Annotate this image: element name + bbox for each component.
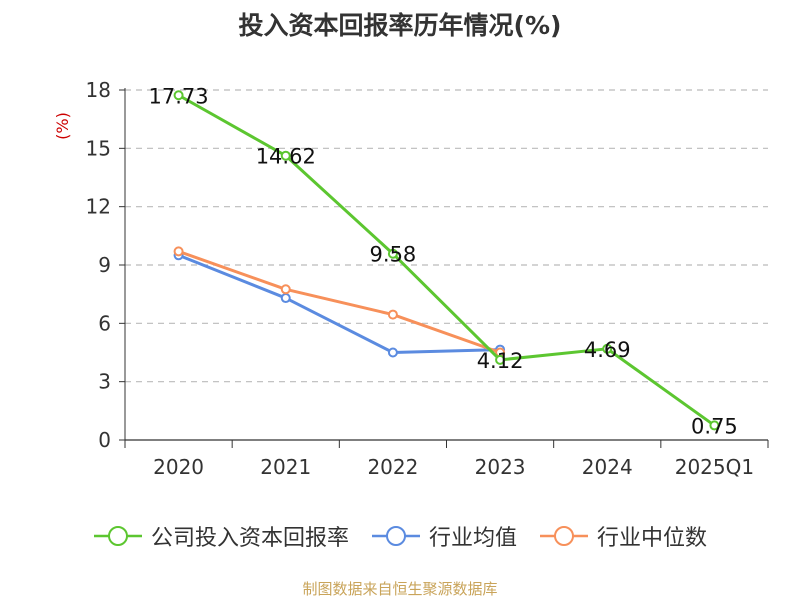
x-tick-label: 2024 <box>582 455 633 479</box>
data-label: 14.62 <box>256 145 316 169</box>
legend-swatch-marker <box>554 526 574 546</box>
y-tick-label: 9 <box>98 253 111 277</box>
legend-item: 公司投入资本回报率 <box>93 520 349 552</box>
legend-swatch-marker <box>107 526 128 546</box>
y-axis-label: (%) <box>53 112 72 140</box>
legend-label: 公司投入资本回报率 <box>150 526 349 551</box>
data-label: 4.69 <box>584 338 631 362</box>
series-line <box>178 249 501 354</box>
series-line <box>178 253 501 354</box>
legend-swatch <box>540 526 588 546</box>
x-tick-label: 2021 <box>260 455 311 479</box>
y-tick-label: 6 <box>98 311 111 335</box>
data-point <box>173 246 184 257</box>
data-labels: 17.73 14.62 9.58 4.12 4.69 0.75 <box>149 84 738 438</box>
y-tick-label: 0 <box>98 428 111 452</box>
data-point <box>387 309 398 320</box>
data-label: 0.75 <box>691 414 738 438</box>
data-point <box>387 248 398 259</box>
legend: 公司投入资本回报率 行业均值 行业中位数 <box>0 520 800 552</box>
x-tick-label: 2023 <box>475 455 526 479</box>
legend-swatch <box>371 526 420 546</box>
legend-label: 行业均值 <box>428 526 517 551</box>
legend-swatch <box>93 526 142 546</box>
legend-swatch-marker <box>385 526 406 546</box>
series-line <box>177 93 716 427</box>
data-label: 9.58 <box>370 243 417 267</box>
data-point <box>387 347 398 358</box>
axes: 0 3 6 9 12 15 18 (%) 2020 2021 2022 2023 2024 2025Q1 <box>53 78 769 479</box>
grid-lines <box>125 89 768 383</box>
legend-item: 行业中位数 <box>539 520 707 552</box>
chart-title: 投入资本回报率历年情况(%) <box>238 11 562 40</box>
data-point <box>602 343 613 354</box>
y-tick-label: 15 <box>86 136 111 160</box>
data-label: 4.12 <box>477 349 524 373</box>
y-tick-label: 12 <box>86 195 111 219</box>
legend-label: 行业中位数 <box>597 526 708 551</box>
legend-item: 行业均值 <box>371 520 517 552</box>
data-point <box>280 284 291 295</box>
data-label: 17.73 <box>149 84 209 108</box>
x-tick-label: 2022 <box>367 455 418 479</box>
data-point <box>173 90 184 101</box>
y-tick-label: 18 <box>86 78 111 102</box>
data-point <box>709 420 720 431</box>
source-note: 制图数据来自恒生聚源数据库 <box>302 580 498 598</box>
data-point <box>280 293 291 304</box>
y-tick-label: 3 <box>98 370 111 394</box>
series-lines <box>173 90 720 431</box>
data-point <box>495 354 506 365</box>
x-tick-label: 2025Q1 <box>675 455 754 479</box>
data-point <box>280 150 291 161</box>
x-tick-label: 2020 <box>153 455 204 479</box>
